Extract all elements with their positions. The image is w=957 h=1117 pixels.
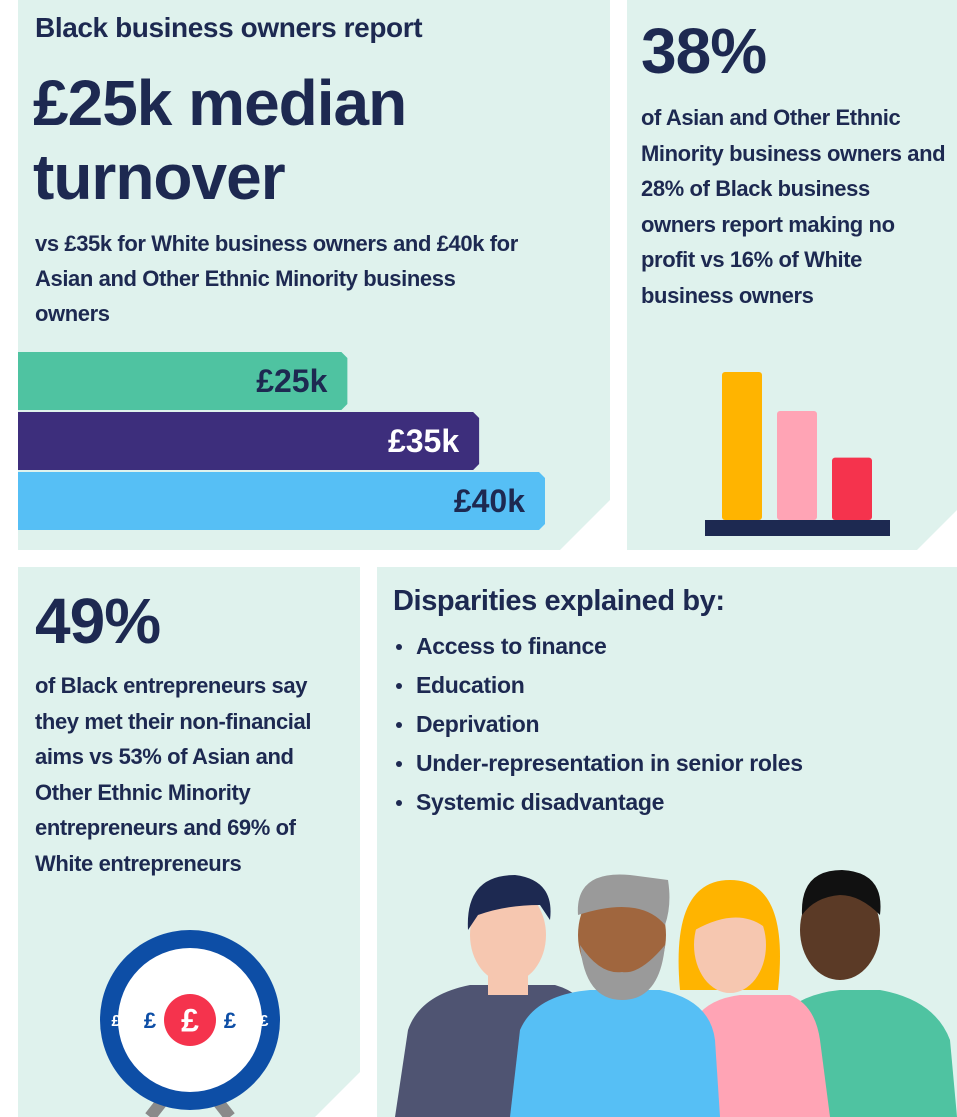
coin-symbol: £	[112, 1013, 121, 1030]
illustrations: £25k £35k £40k £ £ £ £ £	[0, 0, 957, 1117]
bar-label: £40k	[454, 483, 525, 519]
coin-symbol: £	[224, 1008, 237, 1033]
coin-symbol: £	[181, 1003, 199, 1039]
bar-label: £25k	[256, 363, 327, 399]
body	[510, 990, 720, 1117]
bar-label: £35k	[388, 423, 459, 459]
page: { "turnover": { "intro": "Black business…	[0, 0, 957, 1117]
bar	[832, 458, 872, 520]
baseline	[705, 520, 890, 536]
bar	[722, 372, 762, 520]
coin-symbol: £	[260, 1013, 269, 1030]
coin-symbol: £	[144, 1008, 157, 1033]
people-illustration	[395, 870, 957, 1117]
bar	[777, 411, 817, 520]
